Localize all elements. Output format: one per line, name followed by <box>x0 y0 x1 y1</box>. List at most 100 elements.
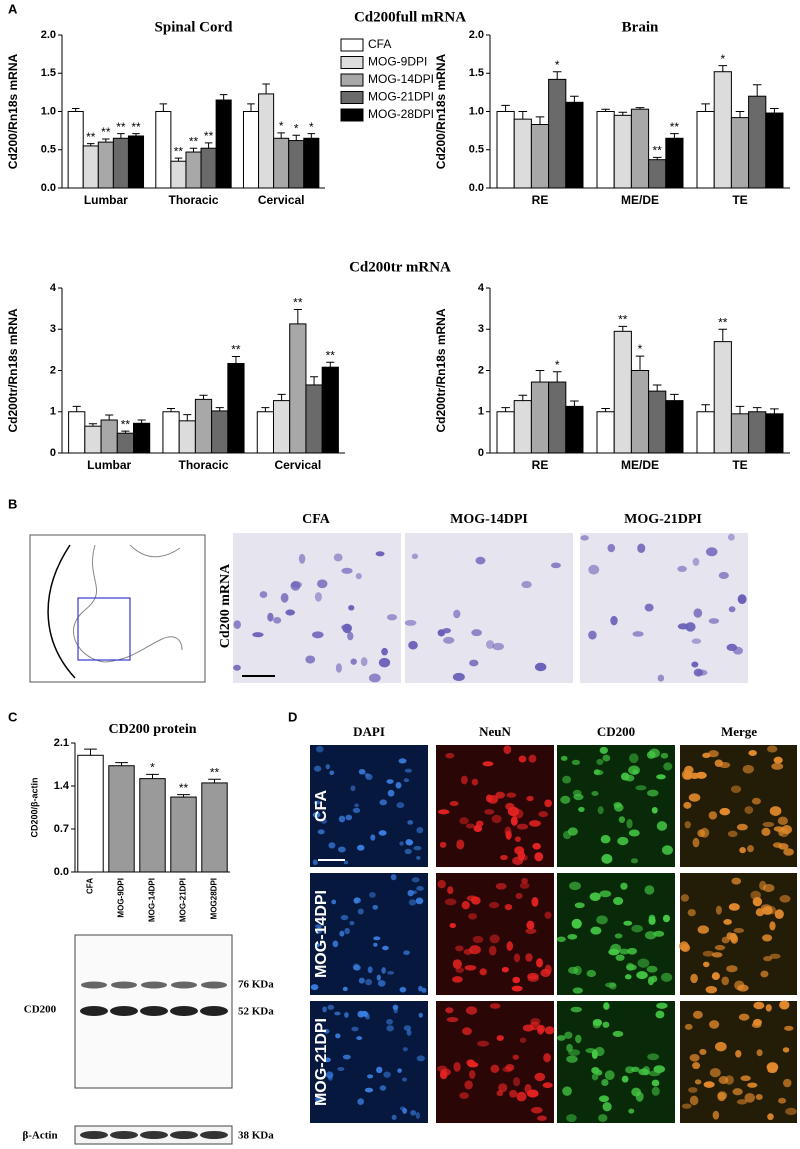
legend-swatch <box>340 56 364 69</box>
cell <box>327 1074 333 1081</box>
error-bar <box>215 407 224 411</box>
y-axis-label: Cd200/Rn18s mRNA <box>434 53 448 169</box>
cell <box>375 551 385 557</box>
significance: ** <box>86 130 96 144</box>
error-bar <box>166 407 176 412</box>
cell <box>697 925 710 934</box>
y-tick-label: 1 <box>50 406 56 418</box>
bar <box>530 381 550 454</box>
cell <box>727 830 738 837</box>
cell <box>502 1066 513 1073</box>
cell <box>485 640 495 649</box>
cell <box>347 631 354 641</box>
cell <box>617 836 629 846</box>
cell <box>490 1064 500 1073</box>
cell <box>527 972 539 980</box>
cell <box>771 762 784 770</box>
significance: * <box>720 52 725 66</box>
error-bar <box>199 394 208 400</box>
cell <box>755 1093 763 1100</box>
cell <box>399 1106 406 1111</box>
significance: ** <box>116 120 126 134</box>
cell <box>566 1043 573 1052</box>
cell <box>511 985 523 992</box>
blot-band <box>81 981 107 989</box>
cell <box>614 803 624 812</box>
cell <box>334 1011 341 1016</box>
error-bar <box>670 393 679 401</box>
error-bar <box>121 430 130 434</box>
cell <box>416 826 424 834</box>
cell <box>528 820 541 827</box>
cell <box>314 924 322 928</box>
cell <box>322 1006 327 1013</box>
bar <box>97 141 114 189</box>
cell <box>345 814 353 821</box>
cell <box>369 892 376 898</box>
cell <box>331 899 337 905</box>
cell <box>512 1054 519 1060</box>
cell <box>357 908 364 915</box>
x-tick-label: Cervical <box>274 458 321 472</box>
cell <box>777 816 789 825</box>
cell <box>781 825 793 835</box>
x-tick-label: RE <box>532 458 549 472</box>
significance: * <box>309 120 314 134</box>
error-bar <box>518 394 528 401</box>
bar <box>68 411 86 454</box>
cell <box>580 535 589 541</box>
cell <box>459 817 469 825</box>
error-bar <box>183 414 192 421</box>
y-tick-label: 1.4 <box>54 780 70 792</box>
legend-swatch <box>340 73 364 87</box>
cell <box>628 829 640 837</box>
cell <box>717 1092 726 1102</box>
cell <box>714 759 723 767</box>
blot-band <box>200 1006 228 1016</box>
cell <box>762 934 773 942</box>
cell <box>785 1107 797 1116</box>
cell <box>311 631 324 639</box>
cell <box>591 1049 598 1060</box>
cell <box>591 1067 600 1074</box>
cell <box>329 770 335 776</box>
error-bar <box>219 94 228 101</box>
y-tick-label: 2.0 <box>41 29 56 41</box>
cell <box>739 847 747 854</box>
cell <box>742 764 754 774</box>
x-tick-label: CFA <box>86 878 95 894</box>
cell <box>644 885 655 895</box>
significance: ** <box>204 129 214 143</box>
blot-band <box>80 1006 108 1016</box>
cell <box>487 794 499 804</box>
cell <box>735 1049 742 1058</box>
cell <box>762 906 773 915</box>
bar <box>84 425 102 454</box>
blot-label: β-Actin <box>22 1130 57 1142</box>
cell <box>708 618 720 624</box>
cell <box>367 966 373 974</box>
cell <box>403 1025 412 1031</box>
cell <box>416 855 421 860</box>
cell <box>779 895 791 903</box>
bar <box>112 137 129 189</box>
cell <box>335 1033 341 1039</box>
cell <box>513 1076 521 1087</box>
cell <box>344 1012 349 1018</box>
cell <box>315 745 324 753</box>
cell <box>406 1029 412 1036</box>
cell <box>381 967 386 974</box>
cell <box>657 674 665 682</box>
error-bar <box>177 794 190 798</box>
cell <box>312 859 318 866</box>
cell <box>482 761 494 767</box>
error-bar <box>247 103 255 112</box>
cell <box>736 1099 748 1105</box>
bar <box>200 147 217 189</box>
cell <box>683 771 693 780</box>
cell <box>602 754 611 762</box>
cell <box>506 792 517 798</box>
cell <box>597 806 604 815</box>
significance: * <box>555 358 560 372</box>
cell <box>603 1002 610 1010</box>
